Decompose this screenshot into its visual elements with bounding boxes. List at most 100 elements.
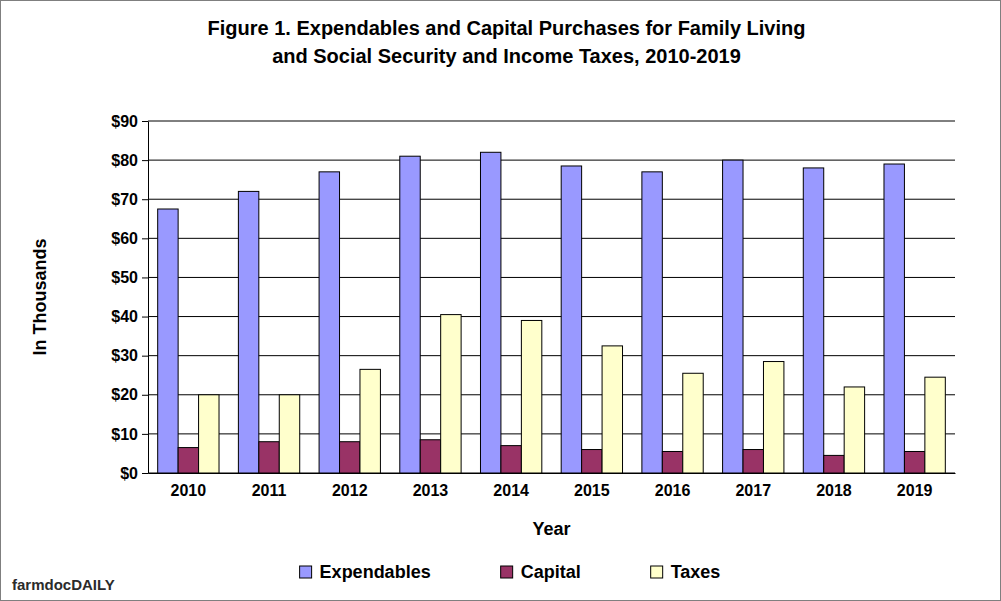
tick-label: 2013 [413,482,449,499]
title: Figure 1. Expendables and Capital Purcha… [208,17,806,67]
tick-mark [142,317,148,318]
chart: Figure 1. Expendables and Capital Purcha… [0,0,1001,601]
tick: $20 [111,386,148,403]
tick-label: $90 [111,113,138,130]
tick: 2019 [897,482,933,499]
tick-label: 2018 [816,482,852,499]
bar [199,395,219,473]
legend-item: Capital [501,562,581,582]
tick-label: $70 [111,191,138,208]
tick: $60 [111,230,148,247]
legend-label: Taxes [671,562,721,582]
legend-label: Expendables [320,562,431,582]
bar [501,446,521,473]
bar [420,440,440,473]
x-axis: 2010 2011 2012 2013 2014 2015 2016 2017 2018 2019 [149,474,956,500]
grid-line [148,316,955,317]
tick-label: 2015 [574,482,610,499]
grid-line [148,160,955,161]
tick: 2011 [252,482,287,499]
tick: $10 [111,426,148,443]
tick-label: 2014 [493,482,529,499]
bar [904,451,924,473]
tick-label: $80 [111,152,138,169]
bar [824,455,844,473]
tick: 2010 [171,482,207,499]
grid-line [148,394,955,395]
tick: $0 [120,465,148,482]
legend-label: Capital [521,562,581,582]
axis-line [149,473,956,474]
tick-label: $50 [111,269,138,286]
tick-mark [142,238,148,239]
tick-label: 2016 [655,482,691,499]
tick: 2014 [493,482,529,499]
tick: 2016 [655,482,691,499]
grid-line [148,238,955,239]
tick-mark [142,121,148,122]
tick-label: $60 [111,230,138,247]
annotation: farmdocDAILY [12,576,115,593]
tick-label: $40 [111,308,138,325]
tick-mark [142,199,148,200]
y-axis: $0 $10 $20 $30 $40 $50 $60 $70 $80 $90 [111,113,148,482]
tick-label: 2019 [897,482,933,499]
tick-label: $10 [111,426,138,443]
bar [803,168,823,473]
tick-label: 2017 [735,482,771,499]
tick-mark [142,277,148,278]
bar [763,362,783,473]
tick: $40 [111,308,148,325]
tick-mark [142,356,148,357]
legend-item: Expendables [300,562,431,582]
legend-swatch [651,566,663,578]
axis-line [148,122,149,474]
tick-label: $30 [111,347,138,364]
bar [925,377,945,473]
legend-swatch [300,566,312,578]
grid-line [148,277,955,278]
bar [441,315,461,473]
series [199,315,946,473]
tick: 2018 [816,482,852,499]
grid-line [148,433,955,434]
bar [642,172,662,473]
bar [743,450,763,473]
x-axis-title: Year [532,519,570,539]
tick: $90 [111,113,148,130]
grid-line [148,199,955,200]
series [158,152,905,473]
bar [259,442,279,473]
bar [158,209,178,473]
bar [238,191,258,473]
tick: $80 [111,152,148,169]
bar [279,395,299,473]
tick: $50 [111,269,148,286]
bar [662,451,682,473]
bar [561,166,581,473]
bar [602,346,622,473]
tick-mark [142,434,148,435]
bar [683,373,703,473]
background [1,1,1001,601]
tick-label: $20 [111,386,138,403]
bar [480,152,500,473]
bar [360,369,380,473]
bar [319,172,339,473]
grid [148,121,955,473]
tick: 2012 [332,482,368,499]
tick-label: 2010 [171,482,207,499]
tick: 2013 [413,482,449,499]
tick: $70 [111,191,148,208]
tick-mark [142,473,148,474]
tick-mark [142,160,148,161]
bar [521,320,541,473]
bar [340,442,360,473]
plot: $0$10$20$30$40$50$60$70$80$9020102011201… [111,113,955,500]
legend-swatch [501,566,513,578]
tick-label: $0 [120,465,138,482]
bars [158,152,946,473]
legend: Expendables Capital Taxes [300,562,721,582]
bar [178,448,198,473]
tick: 2017 [735,482,771,499]
